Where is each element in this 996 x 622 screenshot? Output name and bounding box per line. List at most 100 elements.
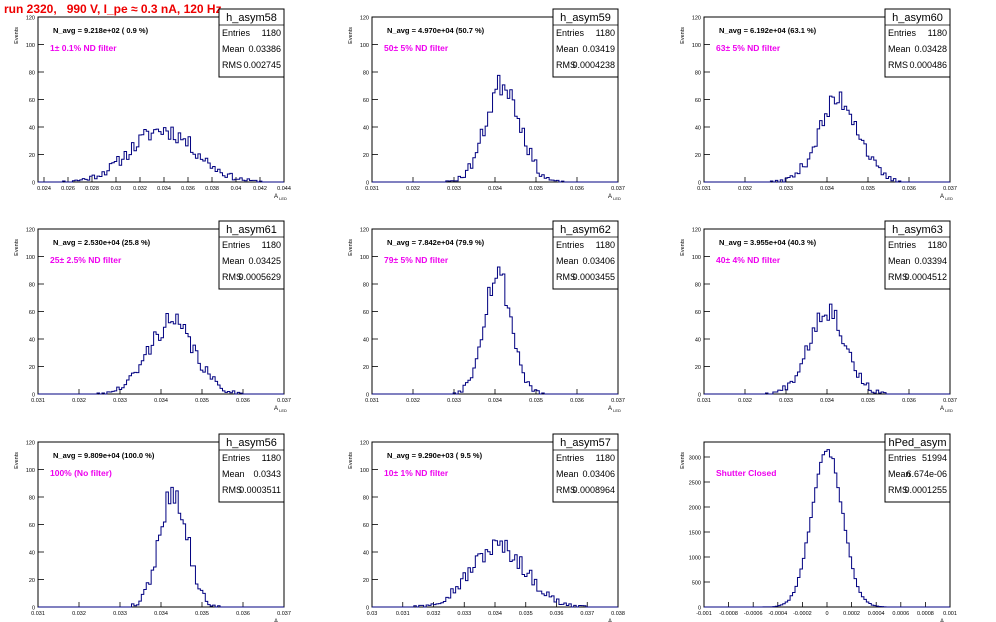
y-tick-label: 100 (26, 468, 35, 474)
histogram-line (372, 266, 618, 395)
histogram-line (38, 312, 284, 395)
x-tick-label: 0.0006 (892, 611, 909, 617)
y-tick-label: 60 (29, 98, 35, 104)
stats-box (218, 433, 285, 503)
stat-value: 1180 (262, 453, 281, 463)
stat-value: 0.0004238 (572, 60, 615, 70)
y-tick-label: 120 (360, 228, 369, 234)
x-tick-label: 0.032 (738, 398, 752, 404)
y-tick-label: 60 (695, 98, 701, 104)
x-tick-label: -0.001 (696, 611, 712, 617)
histogram-panel-h_asym62: 0 20 40 60 80 100 120 0.031 0.032 0.033 0.034 0.035… (348, 220, 625, 413)
y-tick-label: 60 (363, 310, 369, 316)
histogram-panel-h_asym58: 0 20 40 60 80 100 120 0.024 0.026 0.028 0.03 0.032 0… (14, 8, 291, 201)
y-tick-label: 2500 (689, 481, 701, 487)
y-axis-title: Events (14, 239, 20, 256)
histogram-panel-h_asym63: 0 20 40 60 80 100 120 0.031 0.032 0.033 0.034 0.035… (680, 220, 957, 413)
y-tick-label: 80 (363, 71, 369, 77)
y-tick-label: 0 (32, 393, 35, 399)
x-tick-label: 0.035 (195, 611, 209, 617)
x-tick-label: 0.035 (861, 186, 875, 192)
y-tick-label: 40 (363, 126, 369, 132)
y-tick-label: 1000 (689, 556, 701, 562)
x-tick-label: 0.031 (365, 186, 379, 192)
filter-label: Shutter Closed (716, 468, 776, 478)
x-tick-label: 0.031 (31, 398, 45, 404)
x-tick-label: 0.033 (447, 398, 461, 404)
x-tick-label: 0.034 (488, 398, 502, 404)
stat-value: 1180 (262, 240, 281, 250)
histogram-line (372, 74, 618, 183)
x-tick-label: -0.0002 (793, 611, 812, 617)
x-tick-label: 0.03 (111, 186, 122, 192)
histogram-line (704, 91, 950, 183)
filter-label: 79± 5% ND filter (384, 255, 449, 265)
x-tick-label: 0.037 (277, 611, 291, 617)
filter-label: 50± 5% ND filter (384, 43, 449, 53)
x-tick-label: 0.031 (697, 398, 711, 404)
stat-value: 0.03425 (248, 256, 281, 266)
filter-label: 63± 5% ND filter (716, 43, 781, 53)
navg-label: N_avg = 3.955e+04 (40.3 %) (719, 238, 817, 247)
stat-label: RMS (888, 485, 908, 495)
x-tick-label: 0.035 (529, 398, 543, 404)
x-tick-label: -0.0008 (719, 611, 738, 617)
x-tick-label: 0.032 (427, 611, 441, 617)
y-tick-label: 20 (29, 578, 35, 584)
y-tick-label: 60 (29, 523, 35, 529)
x-tick-label: 0.034 (820, 398, 834, 404)
x-tick-label: 0.037 (580, 611, 594, 617)
x-tick-label: 0.036 (181, 186, 195, 192)
stats-box (552, 220, 619, 290)
y-tick-label: 100 (360, 468, 369, 474)
x-tick-label: -0.0004 (768, 611, 787, 617)
x-axis-title: A LED (608, 194, 621, 201)
x-axis-title: A LED (274, 194, 287, 201)
y-tick-label: 60 (29, 310, 35, 316)
x-tick-label: 0.044 (277, 186, 291, 192)
x-tick-label: 0.037 (943, 398, 957, 404)
filter-label: 100% (No filter) (50, 468, 112, 478)
histogram-panel-h_asym60: 0 20 40 60 80 100 120 0.031 0.032 0.033 0.034 0.035… (680, 8, 957, 201)
histogram-name: h_asym58 (226, 12, 277, 24)
stats-box (884, 8, 951, 78)
y-tick-label: 100 (692, 255, 701, 261)
stat-value: 1180 (596, 240, 615, 250)
filter-label: 25± 2.5% ND filter (50, 255, 122, 265)
y-tick-label: 100 (360, 43, 369, 49)
histogram-panel-h_asym59: 0 20 40 60 80 100 120 0.031 0.032 0.033 0.034 0.035… (348, 8, 625, 201)
stat-label: Entries (888, 453, 917, 463)
y-axis-title: Events (348, 452, 354, 469)
histogram-panel-h_asym56: 0 20 40 60 80 100 120 0.031 0.032 0.033 0.034 0.035… (14, 433, 291, 622)
x-tick-label: 0.033 (447, 186, 461, 192)
x-tick-label: 0.034 (820, 186, 834, 192)
stat-label: Entries (888, 240, 917, 250)
page-title: run 2320, 990 V, I_pe ≈ 0.3 nA, 120 Hz (4, 2, 222, 16)
x-tick-label: 0.034 (488, 186, 502, 192)
x-tick-label: 0.034 (488, 611, 502, 617)
stats-box (884, 220, 951, 290)
stat-value: 1180 (596, 28, 615, 38)
x-tick-label: 0.031 (697, 186, 711, 192)
stats-box (552, 433, 619, 503)
stat-label: Mean (556, 469, 579, 479)
y-tick-label: 120 (360, 16, 369, 22)
stat-value: 1180 (928, 240, 947, 250)
stat-label: RMS (556, 272, 576, 282)
filter-label: 40± 4% ND filter (716, 255, 781, 265)
stat-label: RMS (222, 60, 242, 70)
y-axis-title: Events (680, 27, 686, 44)
x-tick-label: 0.036 (570, 186, 584, 192)
y-tick-label: 80 (29, 71, 35, 77)
histogram-panel-h_asym61: 0 20 40 60 80 100 120 0.031 0.032 0.033 0.034 0.035… (14, 220, 291, 413)
navg-label: N_avg = 7.842e+04 (79.9 %) (387, 238, 485, 247)
y-tick-label: 20 (695, 365, 701, 371)
y-tick-label: 100 (692, 43, 701, 49)
x-tick-label: 0 (825, 611, 828, 617)
x-axis-title: A LED (940, 406, 953, 413)
y-tick-label: 80 (695, 71, 701, 77)
x-tick-label: 0.034 (157, 186, 171, 192)
x-tick-label: 0.031 (396, 611, 410, 617)
y-tick-label: 40 (29, 126, 35, 132)
y-tick-label: 60 (695, 310, 701, 316)
